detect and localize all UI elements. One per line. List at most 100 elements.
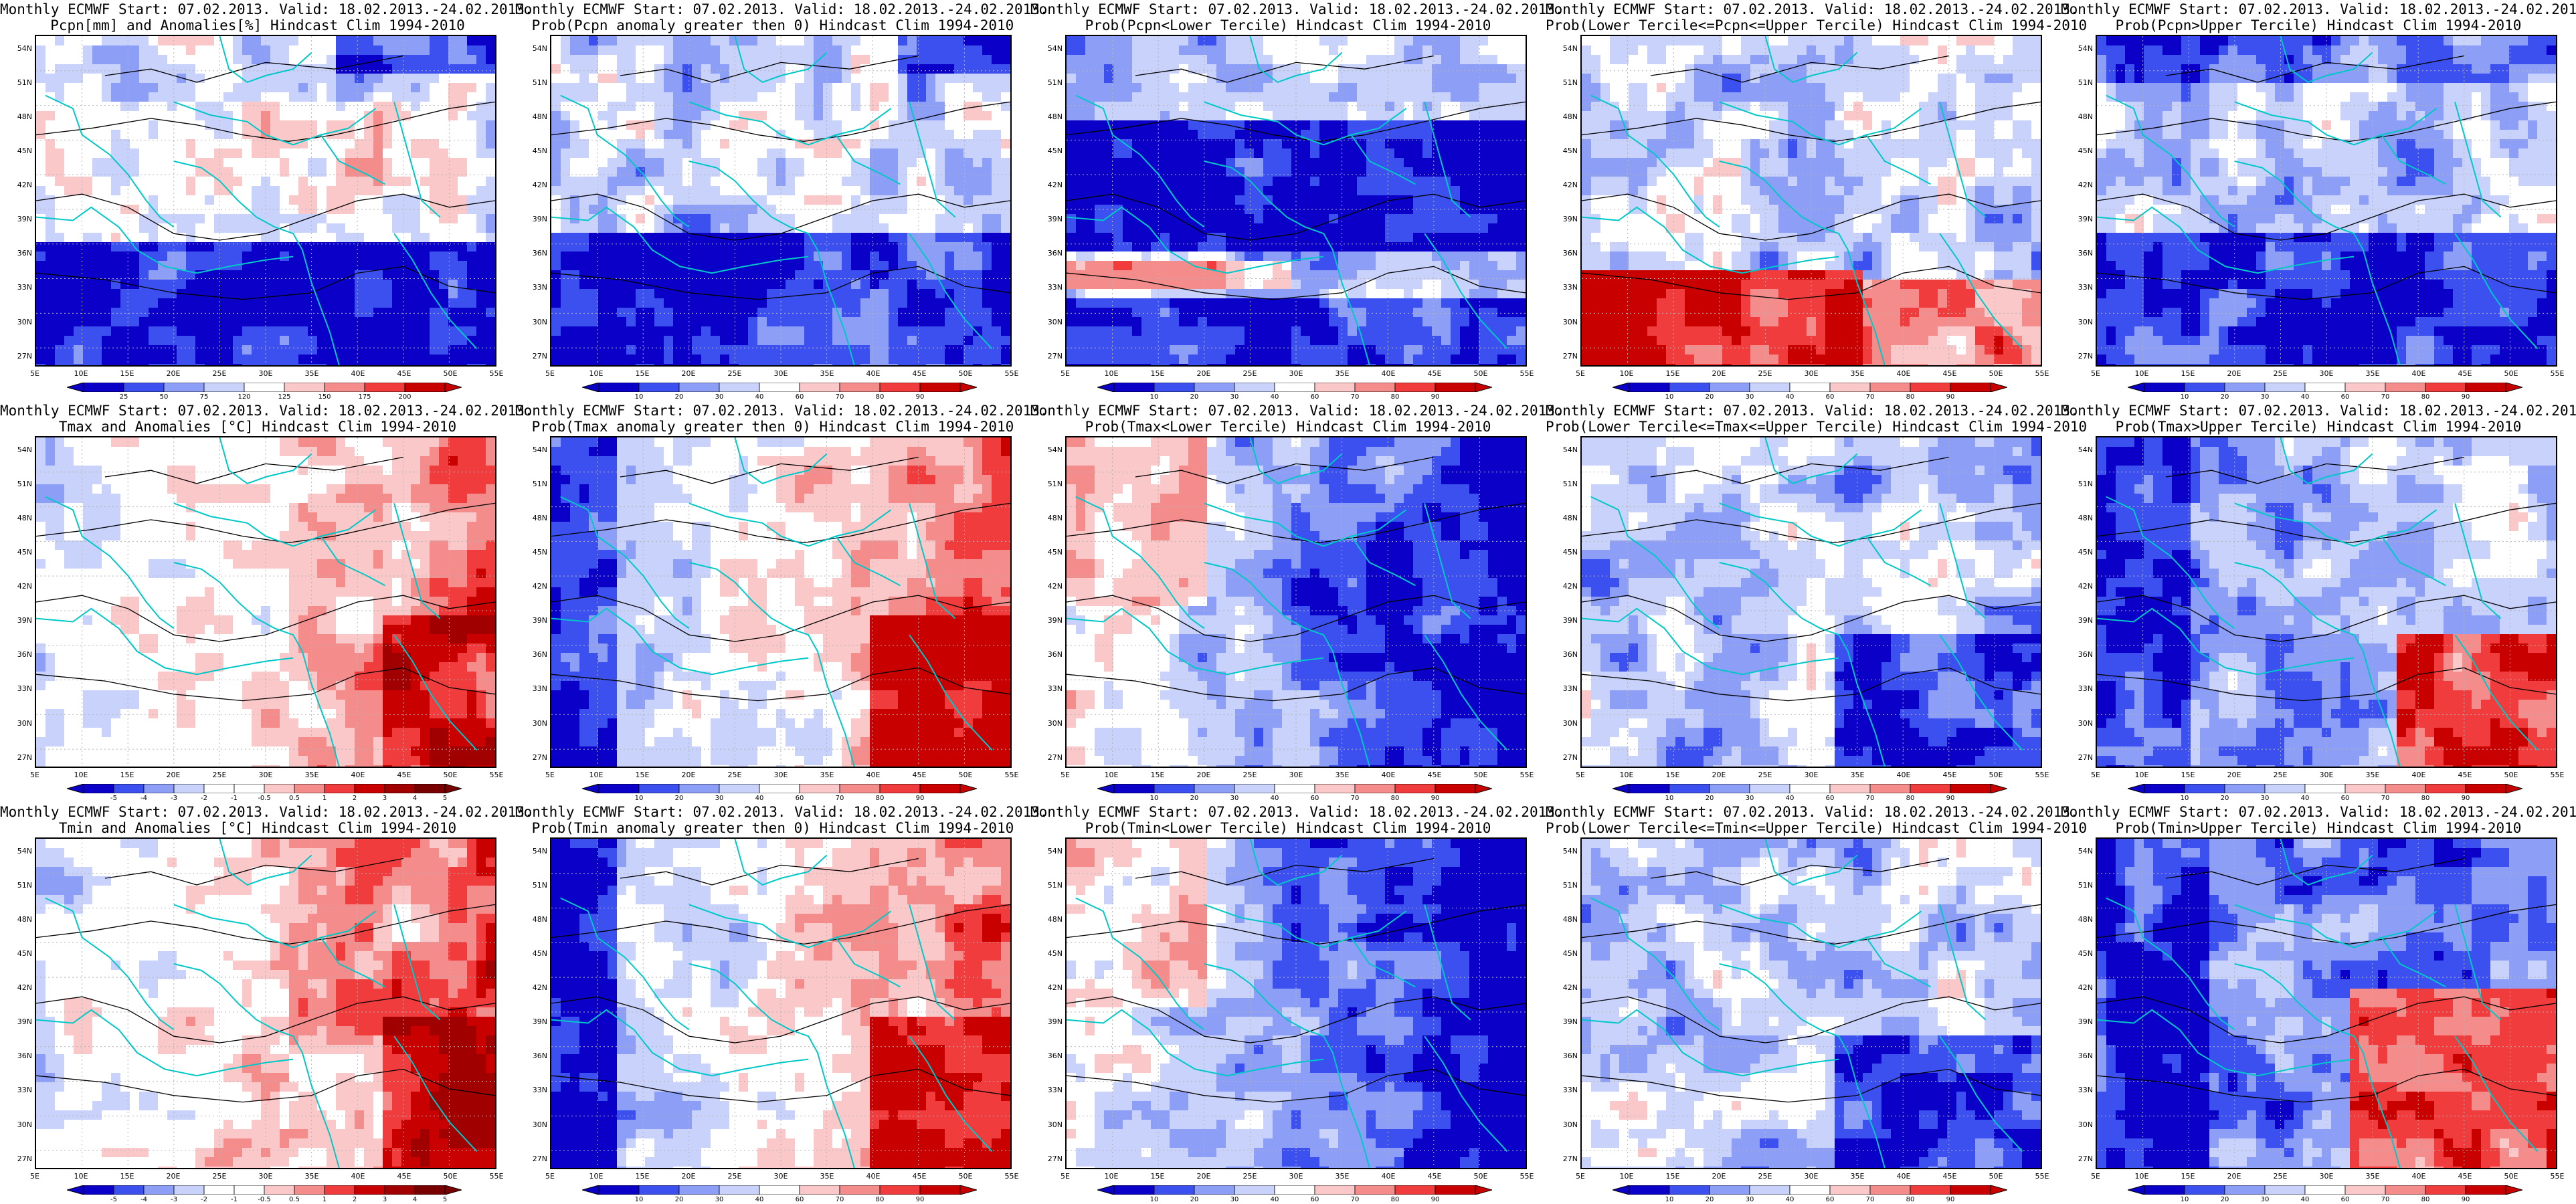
colorbar-arrow-left	[2128, 784, 2145, 793]
lat-tick-label: 30N	[521, 1120, 547, 1129]
colorbar-swatch	[1314, 1185, 1356, 1195]
colorbar-tick-label: 0.5	[278, 1196, 311, 1203]
colorbar-arrow-left	[1613, 784, 1630, 793]
lat-tick-label: 39N	[1036, 616, 1063, 625]
lat-tick-label: 48N	[1551, 112, 1578, 121]
map-field	[1067, 437, 1526, 767]
coastline	[560, 94, 690, 228]
lon-tick-label: 20E	[1190, 771, 1217, 779]
colorbar-tick-label: 90	[903, 1196, 937, 1203]
coastline	[909, 102, 956, 218]
lon-tick-label: 30E	[1798, 1172, 1825, 1181]
colorbar-tick-label: 10	[622, 795, 656, 802]
lat-tick-label: 42N	[5, 983, 32, 992]
colorbar-swatch	[1749, 383, 1790, 392]
lon-tick-label: 40E	[1890, 771, 1917, 779]
lon-tick-label: 35E	[2359, 771, 2386, 779]
coastline	[173, 101, 377, 146]
lon-tick-label: 20E	[1706, 771, 1732, 779]
lon-tick-label: 45E	[2452, 369, 2478, 378]
lat-tick-label: 42N	[5, 582, 32, 591]
colorbar-swatch	[719, 784, 760, 793]
lat-tick-label: 42N	[1036, 181, 1063, 189]
lat-tick-label: 54N	[521, 445, 547, 454]
isoline	[104, 55, 403, 83]
coastline	[1764, 437, 1858, 485]
lon-tick-label: 10E	[68, 369, 94, 378]
lon-tick-label: 5E	[1567, 369, 1594, 378]
coastline	[1424, 503, 1471, 619]
colorbar-swatch	[799, 784, 840, 793]
isoline	[1582, 193, 2041, 241]
lat-tick-label: 54N	[5, 445, 32, 454]
lon-tick-label: 55E	[2544, 771, 2571, 779]
colorbar-swatch	[1869, 1185, 1911, 1195]
colorbar-tick-label: 20	[1178, 1196, 1211, 1203]
lon-tick-label: 35E	[814, 771, 840, 779]
lon-tick-label: 35E	[1844, 369, 1871, 378]
colorbar-swatch	[2184, 383, 2225, 392]
coastline	[393, 904, 441, 1021]
coastline	[2234, 562, 2401, 767]
coastline	[2280, 839, 2373, 886]
colorbar-swatch	[1950, 784, 1991, 793]
colorbar-swatch	[1435, 383, 1476, 392]
lon-tick-label: 35E	[2359, 1172, 2386, 1181]
coastline	[909, 904, 956, 1021]
lon-tick-label: 45E	[1421, 1172, 1448, 1181]
lon-tick-label: 45E	[906, 1172, 933, 1181]
lat-tick-label: 54N	[521, 44, 547, 53]
colorbar-tick-label: 60	[1298, 1196, 1331, 1203]
lat-tick-label: 39N	[521, 1017, 547, 1026]
colorbar-swatch	[1709, 1185, 1750, 1195]
colorbar-tick-label: 20	[662, 1196, 696, 1203]
colorbar-tick-label: 80	[1378, 795, 1412, 802]
isoline	[1135, 55, 1434, 83]
lat-tick-label: 27N	[1036, 1155, 1063, 1163]
lon-tick-label: 35E	[814, 1172, 840, 1181]
coastline	[1764, 36, 1858, 84]
colorbar-tick-label: -0.5	[248, 795, 281, 802]
lat-tick-label: 39N	[521, 616, 547, 625]
coastline	[1424, 102, 1471, 218]
isoline	[551, 595, 1010, 642]
colorbar-tick-label: 40	[1258, 393, 1291, 401]
lat-tick-label: 51N	[521, 78, 547, 87]
lat-tick-label: 51N	[1551, 480, 1578, 488]
coastline	[1067, 607, 1324, 676]
lon-tick-label: 40E	[345, 369, 371, 378]
isoline	[1067, 904, 1526, 945]
panel-title-line2: Prob(Lower Tercile<=Tmin<=Upper Tercile)…	[1546, 820, 2087, 836]
colorbar-tick-label: 70	[1338, 1196, 1372, 1203]
lon-tick-label: 50E	[2498, 1172, 2524, 1181]
coastline	[1350, 937, 1416, 988]
lat-tick-label: 48N	[2066, 915, 2093, 924]
lat-tick-label: 27N	[1551, 352, 1578, 361]
lat-tick-label: 33N	[1036, 283, 1063, 292]
map-panel-r3c5: Monthly ECMWF Start: 07.02.2013. Valid: …	[2061, 803, 2576, 1204]
colorbar-tick-label: 10	[1653, 393, 1686, 401]
colorbar-swatch	[2264, 1185, 2306, 1195]
lon-tick-label: 35E	[814, 369, 840, 378]
coastline	[2454, 1035, 2539, 1152]
colorbar-tick-label: 60	[1298, 795, 1331, 802]
lat-tick-label: 42N	[5, 181, 32, 189]
colorbar-swatch	[799, 1185, 840, 1195]
lat-tick-label: 30N	[2066, 1120, 2093, 1129]
coastline	[734, 437, 828, 485]
colorbar-tick-label: 20	[1178, 795, 1211, 802]
isoline	[36, 904, 495, 945]
colorbar-swatch	[598, 1185, 640, 1195]
lat-tick-label: 42N	[2066, 582, 2093, 591]
lon-tick-label: 15E	[1659, 369, 1686, 378]
coastline	[45, 94, 175, 228]
colorbar-swatch	[1314, 784, 1356, 793]
isoline	[2165, 858, 2464, 886]
panel-title-line2: Prob(Lower Tercile<=Tmax<=Upper Tercile)…	[1546, 419, 2087, 435]
lat-tick-label: 27N	[5, 352, 32, 361]
lon-tick-label: 55E	[1513, 771, 1540, 779]
colorbar-arrow-left	[582, 383, 600, 392]
colorbar-swatch	[598, 784, 640, 793]
colorbar-swatch	[759, 1185, 800, 1195]
colorbar-tick-label: 80	[863, 393, 897, 401]
